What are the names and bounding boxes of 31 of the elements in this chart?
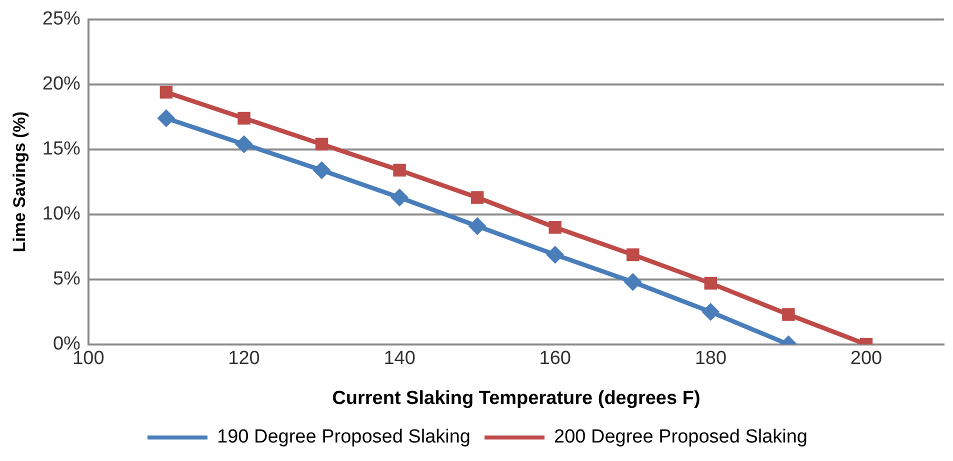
point — [782, 308, 795, 321]
y-tick-label: 5% — [52, 268, 81, 290]
x-axis-title: Current Slaking Temperature (degrees F) — [332, 388, 700, 409]
x-tick-label: 160 — [539, 348, 571, 370]
y-tick-label: 15% — [42, 138, 81, 160]
point — [390, 188, 409, 206]
point — [315, 138, 328, 151]
legend-label: 190 Degree Proposed Slaking — [216, 426, 471, 448]
x-tick-label: 140 — [384, 348, 416, 370]
y-tick-label: 20% — [42, 74, 81, 95]
point — [626, 248, 640, 262]
point — [160, 86, 173, 99]
point — [546, 246, 564, 264]
point — [548, 221, 562, 234]
legend-label: 200 Degree Proposed Slaking — [554, 426, 808, 448]
point — [234, 135, 253, 154]
x-tick-label: 200 — [850, 348, 882, 370]
point — [704, 276, 718, 290]
point — [157, 109, 176, 128]
point — [470, 191, 484, 204]
y-tick-label: 25% — [42, 8, 81, 30]
point — [238, 112, 250, 125]
x-tick-label: 120 — [228, 348, 260, 370]
point — [468, 217, 486, 236]
y-axis-title: Lime Savings (%) — [10, 112, 29, 252]
point — [393, 164, 406, 177]
point — [624, 273, 642, 291]
point — [702, 302, 720, 321]
y-tick-label: 10% — [42, 204, 81, 225]
point — [312, 161, 331, 180]
x-tick-label: 180 — [694, 348, 727, 370]
